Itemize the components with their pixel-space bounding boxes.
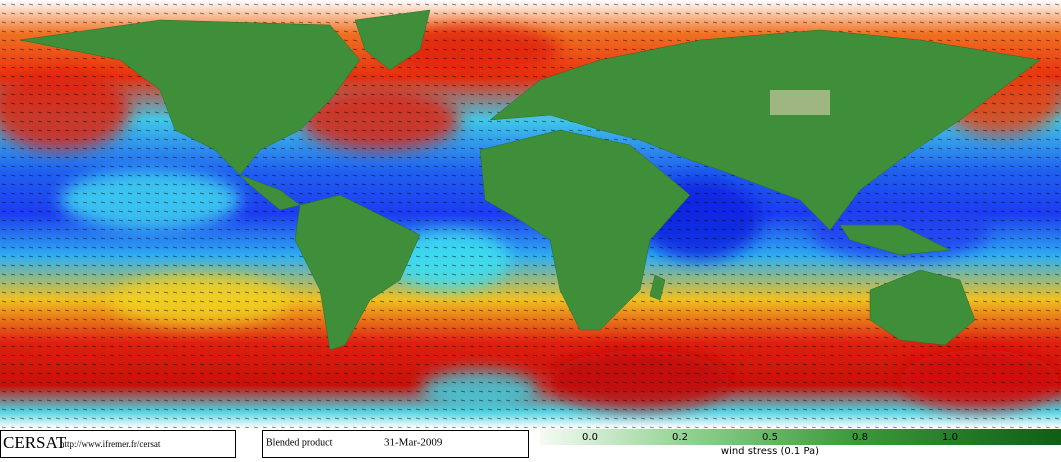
url: http://www.ifremer.fr/cersat	[60, 439, 161, 449]
logo-box	[0, 430, 236, 458]
plateau	[770, 90, 830, 115]
product: Blended product	[266, 437, 333, 448]
colorbar	[540, 429, 1061, 445]
footer: CERSAT http://www.ifremer.fr/cersat Blen…	[0, 428, 1061, 462]
date: 31-Mar-2009	[384, 437, 443, 449]
logo: CERSAT	[3, 433, 67, 452]
colorbar-tick-label: 0.5	[762, 432, 778, 443]
land	[19, 9, 1041, 351]
colorbar-tick-label: 0.8	[852, 432, 868, 443]
colorbar-tick-label: 0.0	[582, 432, 598, 443]
product-box	[262, 430, 529, 458]
colorbar-tick-label: 1.0	[942, 432, 958, 443]
colorbar-tick-label: 0.2	[672, 432, 688, 443]
colorbar-label: wind stress (0.1 Pa)	[721, 446, 819, 457]
